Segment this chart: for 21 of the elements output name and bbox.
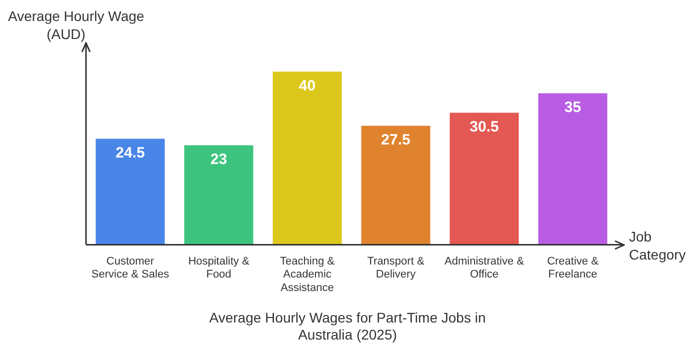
text: Average Hourly Wages for Part-Time Jobs in Australia (2025) — [209, 310, 486, 342]
bar — [184, 145, 254, 245]
y-axis-title: Average Hourly Wage (AUD) — [8, 8, 144, 42]
x-tick-label: Creative & Freelance — [547, 255, 600, 281]
data-label: 24.5 — [116, 144, 145, 162]
bar — [361, 126, 430, 245]
bar — [538, 93, 608, 245]
bar — [272, 72, 342, 245]
data-label: 40 — [298, 77, 316, 94]
bar — [96, 138, 165, 245]
x-tick-label: Administrative & Office — [444, 255, 525, 281]
x-tick-label: Customer Service & Sales — [91, 255, 170, 281]
data-label: 23 — [210, 150, 228, 168]
x-tick-label: Teaching & Academic Assistance — [280, 255, 336, 294]
data-label: 35 — [564, 98, 582, 116]
x-tick-label: Transport & Delivery — [367, 255, 425, 281]
x-axis-title: Job Category — [629, 228, 686, 263]
x-tick-label: Hospitality & Food — [188, 255, 250, 281]
data-label: 27.5 — [381, 131, 410, 148]
bar — [450, 112, 519, 245]
data-label: 30.5 — [470, 118, 499, 136]
